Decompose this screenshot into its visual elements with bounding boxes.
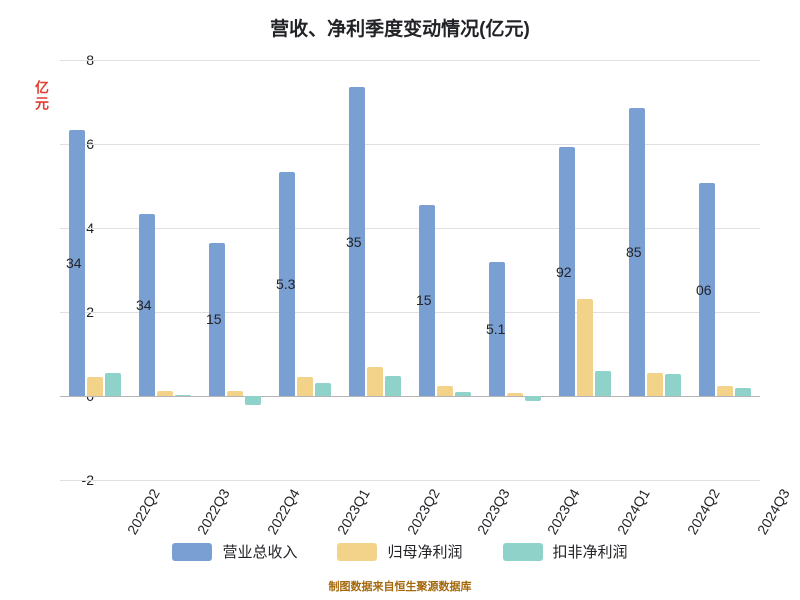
- bar: [507, 393, 523, 396]
- legend-label: 扣非净利润: [553, 541, 628, 562]
- bar-value-label: 35: [346, 234, 368, 250]
- y-axis-label: 亿元: [32, 80, 52, 112]
- bar: [105, 373, 121, 396]
- bar: [455, 392, 471, 396]
- bar: [595, 371, 611, 396]
- gridline: [60, 480, 760, 481]
- legend: 营业总收入 归母净利润 扣非净利润: [0, 541, 800, 562]
- chart-plot-area: 34 34 15 5.3 35 15 5.1 92 85 06: [60, 60, 760, 480]
- bar: [367, 367, 383, 396]
- x-tick-label: 2024Q2: [684, 486, 723, 537]
- bar-group: 35: [349, 60, 401, 480]
- bar: [437, 386, 453, 396]
- bar-value-label: 92: [556, 264, 578, 280]
- bar-group: 92: [559, 60, 611, 480]
- bar-value-label: 5.3: [276, 276, 298, 292]
- source-text: 制图数据来自恒生聚源数据库: [0, 578, 800, 594]
- legend-item: 扣非净利润: [503, 541, 628, 562]
- bar: [385, 376, 401, 396]
- x-tick-label: 2022Q2: [124, 486, 163, 537]
- bar-value-label: 15: [416, 292, 438, 308]
- bar: [525, 396, 541, 401]
- legend-swatch: [337, 543, 377, 561]
- bar-value-label: 34: [136, 297, 158, 313]
- bar-group: 15: [419, 60, 471, 480]
- bar: [647, 373, 663, 396]
- bar-value-label: 34: [66, 255, 88, 271]
- bar: [717, 386, 733, 396]
- legend-label: 归母净利润: [387, 541, 462, 562]
- x-tick-label: 2022Q4: [264, 486, 303, 537]
- bar-group: 34: [139, 60, 191, 480]
- legend-swatch: [172, 543, 212, 561]
- bar: [315, 383, 331, 396]
- bar: [175, 395, 191, 396]
- bar-value-label: 15: [206, 311, 228, 327]
- bar: [157, 391, 173, 396]
- bar: [227, 391, 243, 396]
- bar: [735, 388, 751, 396]
- bar-group: 85: [629, 60, 681, 480]
- bar: [297, 377, 313, 396]
- x-tick-label: 2023Q1: [334, 486, 373, 537]
- bar: [87, 377, 103, 396]
- bar-group: 5.1: [489, 60, 541, 480]
- bar-value-label: 06: [696, 282, 718, 298]
- bar-group: 15: [209, 60, 261, 480]
- x-tick-label: 2023Q4: [544, 486, 583, 537]
- bar-group: 34: [69, 60, 121, 480]
- x-tick-label: 2024Q1: [614, 486, 653, 537]
- chart-title: 营收、净利季度变动情况(亿元): [0, 0, 800, 41]
- bar-value-label: 5.1: [486, 321, 508, 337]
- bar-value-label: 85: [626, 244, 648, 260]
- x-tick-label: 2022Q3: [194, 486, 233, 537]
- legend-label: 营业总收入: [222, 541, 297, 562]
- x-tick-label: 2023Q2: [404, 486, 443, 537]
- bar: [665, 374, 681, 396]
- legend-item: 营业总收入: [172, 541, 297, 562]
- x-tick-label: 2023Q3: [474, 486, 513, 537]
- bar-group: 06: [699, 60, 751, 480]
- legend-swatch: [503, 543, 543, 561]
- bar: [577, 299, 593, 396]
- legend-item: 归母净利润: [337, 541, 462, 562]
- x-tick-label: 2024Q3: [754, 486, 793, 537]
- bar: [245, 396, 261, 405]
- bar-group: 5.3: [279, 60, 331, 480]
